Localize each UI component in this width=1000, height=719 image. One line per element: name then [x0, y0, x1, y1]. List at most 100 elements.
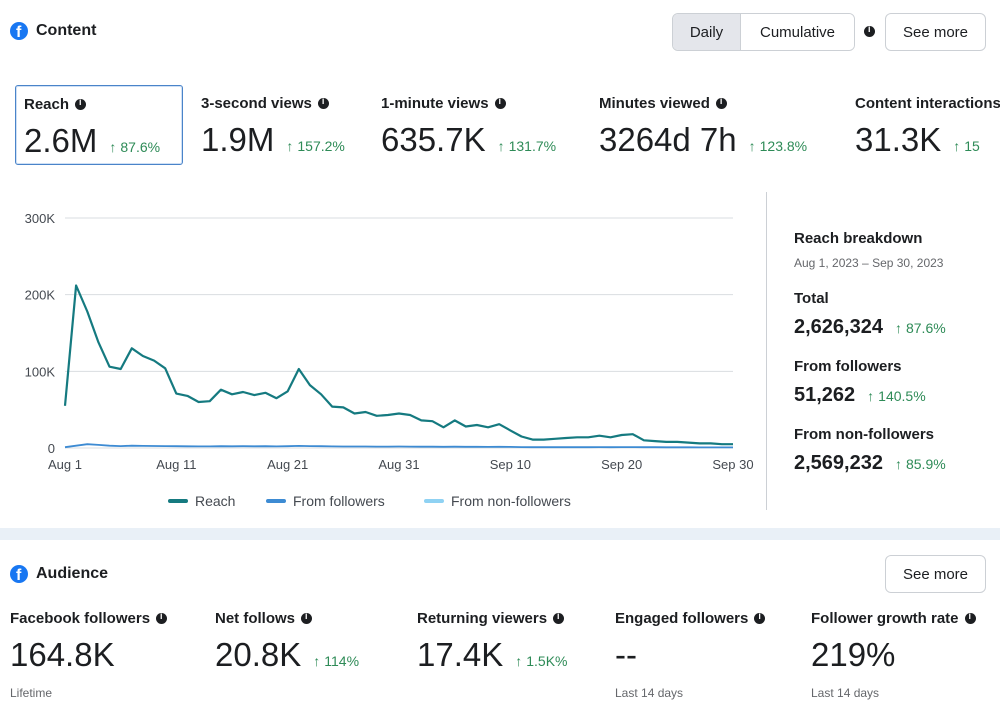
info-icon[interactable] — [715, 96, 727, 109]
arrow-up-icon: ↑ — [953, 138, 961, 154]
daily-button[interactable]: Daily — [673, 14, 741, 50]
arrow-up-icon: ↑ — [894, 320, 902, 336]
metric-footnote: Lifetime — [10, 686, 53, 700]
x-tick-label: Sep 30 — [712, 457, 753, 472]
audience-header: Audience — [10, 565, 108, 583]
info-icon[interactable] — [553, 611, 565, 624]
metric-minutes-viewed[interactable]: Minutes viewed 3264d 7h ↑123.8% — [591, 85, 841, 165]
breakdown-total-label: Total — [794, 290, 829, 307]
legend-label: From followers — [293, 493, 385, 509]
facebook-icon — [10, 22, 28, 40]
audience-metric-net-follows[interactable]: Net follows 20.8K ↑114% — [215, 610, 359, 673]
info-icon[interactable] — [964, 611, 976, 624]
metric-label: 3-second views — [201, 95, 312, 112]
audience-metric-returning-viewers[interactable]: Returning viewers 17.4K ↑1.5K% — [417, 610, 568, 673]
metric-label: Facebook followers — [10, 610, 151, 627]
y-tick-label: 100K — [25, 364, 56, 379]
x-tick-label: Aug 21 — [267, 457, 308, 472]
info-icon[interactable] — [301, 611, 313, 624]
breakdown-delta: ↑ 87.6% — [894, 320, 946, 336]
metric-value: 17.4K — [417, 636, 504, 673]
legend-label: From non-followers — [451, 493, 571, 509]
breakdown-followers-label: From followers — [794, 358, 902, 375]
x-tick-label: Sep 20 — [601, 457, 642, 472]
x-tick-label: Aug 31 — [378, 457, 419, 472]
metric-value: 164.8K — [10, 636, 115, 673]
legend-label: Reach — [195, 493, 235, 509]
info-icon[interactable] — [317, 96, 329, 109]
info-icon[interactable] — [494, 96, 506, 109]
metric-delta: ↑ 15 — [953, 138, 980, 154]
metric-footnote: Last 14 days — [811, 686, 880, 700]
facebook-icon — [10, 565, 28, 583]
x-tick-label: Sep 10 — [490, 457, 531, 472]
info-icon[interactable] — [754, 611, 766, 624]
arrow-up-icon: ↑ — [748, 138, 756, 154]
audience-card: Audience See more Facebook followers 164… — [0, 540, 1000, 719]
breakdown-total-value: 2,626,324 ↑ 87.6% — [794, 316, 946, 338]
content-see-more-button[interactable]: See more — [885, 13, 986, 51]
metric-label: Content interactions — [855, 95, 1000, 112]
metric-label: Net follows — [215, 610, 296, 627]
metric-label: Follower growth rate — [811, 610, 959, 627]
info-icon[interactable] — [156, 611, 168, 624]
metric-value: 2.6M — [24, 122, 98, 159]
audience-metric-follower-growth-rate[interactable]: Follower growth rate 219% Last 14 days — [811, 610, 976, 700]
info-icon[interactable] — [75, 97, 87, 110]
metric-value: 31.3K — [855, 121, 942, 158]
metric-delta: ↑ 157.2% — [286, 138, 345, 154]
cumulative-button[interactable]: Cumulative — [741, 14, 854, 50]
audience-see-more-button[interactable]: See more — [885, 555, 986, 593]
metric-value: 1.9M — [201, 121, 275, 158]
reach-breakdown: Reach breakdown Aug 1, 2023 – Sep 30, 20… — [794, 230, 1000, 474]
metric-reach[interactable]: Reach 2.6M ↑87.6% — [15, 85, 183, 165]
breakdown-delta: ↑ 85.9% — [894, 456, 946, 472]
breakdown-delta: ↑ 140.5% — [867, 388, 926, 404]
content-title: Content — [36, 22, 97, 39]
arrow-up-icon: ↑ — [515, 653, 523, 669]
metric-value: 635.7K — [381, 121, 486, 158]
arrow-up-icon: ↑ — [497, 138, 505, 154]
metric-footnote: Last 14 days — [615, 686, 684, 700]
metric-1-minute-views[interactable]: 1-minute views 635.7K ↑131.7% — [373, 85, 583, 165]
metric-label: 1-minute views — [381, 95, 489, 112]
metric-3-second-views[interactable]: 3-second views 1.9M ↑157.2% — [193, 85, 363, 165]
breakdown-title: Reach breakdown — [794, 230, 923, 247]
content-header: Content — [10, 22, 96, 40]
audience-title: Audience — [36, 565, 109, 582]
arrow-up-icon: ↑ — [313, 653, 321, 669]
info-icon[interactable] — [864, 24, 875, 37]
x-tick-label: Aug 11 — [156, 457, 196, 472]
metric-label: Returning viewers — [417, 610, 548, 627]
audience-metric-facebook-followers[interactable]: Facebook followers 164.8K Lifetime — [10, 610, 168, 700]
metric-delta: ↑ 1.5K% — [515, 653, 568, 669]
arrow-up-icon: ↑ — [894, 456, 902, 472]
audience-metric-engaged-followers[interactable]: Engaged followers -- Last 14 days — [615, 610, 766, 700]
section-separator — [0, 528, 1000, 540]
y-tick-label: 200K — [25, 288, 56, 303]
y-tick-label: 0 — [48, 441, 55, 456]
metric-label: Reach — [24, 96, 70, 113]
series-line-reach — [63, 284, 733, 446]
content-card: Content Daily Cumulative See more Reach … — [0, 0, 1000, 528]
metric-value: 20.8K — [215, 636, 302, 673]
metric-label: Engaged followers — [615, 610, 749, 627]
metric-delta: ↑ 123.8% — [748, 138, 808, 154]
series-line-from-followers — [64, 443, 733, 449]
content-metrics-row: Reach 2.6M ↑87.6% 3-second views 1.9M ↑157… — [15, 85, 1000, 167]
breakdown-followers-value: 51,262 ↑ 140.5% — [794, 384, 926, 406]
breakdown-date-range: Aug 1, 2023 – Sep 30, 2023 — [794, 256, 944, 270]
arrow-up-icon: ↑ — [109, 139, 117, 155]
metric-value: -- — [615, 636, 637, 673]
metric-delta: ↑ 131.7% — [497, 138, 557, 154]
breakdown-non-followers-label: From non-followers — [794, 426, 934, 443]
arrow-up-icon: ↑ — [867, 388, 875, 404]
metric-value: 3264d 7h — [599, 121, 737, 158]
daily-cumulative-toggle: Daily Cumulative — [672, 13, 855, 51]
breakdown-non-followers-value: 2,569,232 ↑ 85.9% — [794, 452, 946, 474]
metric-delta: ↑ 114% — [313, 653, 360, 669]
metric-content-interactions[interactable]: Content interactions 31.3K ↑ 15 — [847, 85, 1000, 165]
chart-divider — [766, 192, 767, 510]
metric-delta: ↑ 87.6% — [109, 139, 161, 155]
